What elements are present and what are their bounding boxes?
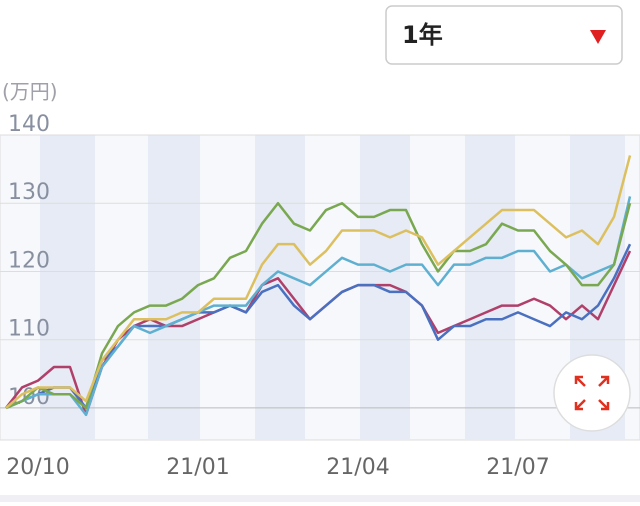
y-tick-label: 120: [8, 248, 50, 273]
dropdown-label: 1年: [402, 21, 443, 49]
y-tick-label: 130: [8, 180, 50, 205]
x-tick-label: 21/07: [486, 455, 549, 480]
series-line: [5, 155, 632, 409]
series-line: [5, 196, 632, 417]
month-band: [360, 135, 410, 440]
y-tick-label: 110: [8, 317, 50, 342]
series-line: [5, 201, 632, 410]
dropdown-box[interactable]: [385, 5, 623, 65]
period-dropdown[interactable]: 1年: [385, 5, 623, 65]
expand-circle[interactable]: [553, 354, 631, 432]
month-band: [148, 135, 200, 440]
series-line: [5, 243, 632, 410]
expand-button[interactable]: [553, 354, 631, 432]
month-band: [465, 135, 515, 440]
y-tick-label: 140: [8, 112, 50, 137]
background: [0, 134, 640, 441]
x-tick-label: 21/04: [326, 455, 389, 480]
x-tick-label: 21/01: [166, 455, 229, 480]
dropdown-arrow: [590, 30, 606, 44]
plot-area: [0, 134, 640, 441]
footer-band: [0, 495, 640, 502]
x-tick-label: 20/10: [6, 455, 69, 480]
unit-label: (万円): [2, 80, 58, 104]
expand-icon: [574, 375, 610, 411]
